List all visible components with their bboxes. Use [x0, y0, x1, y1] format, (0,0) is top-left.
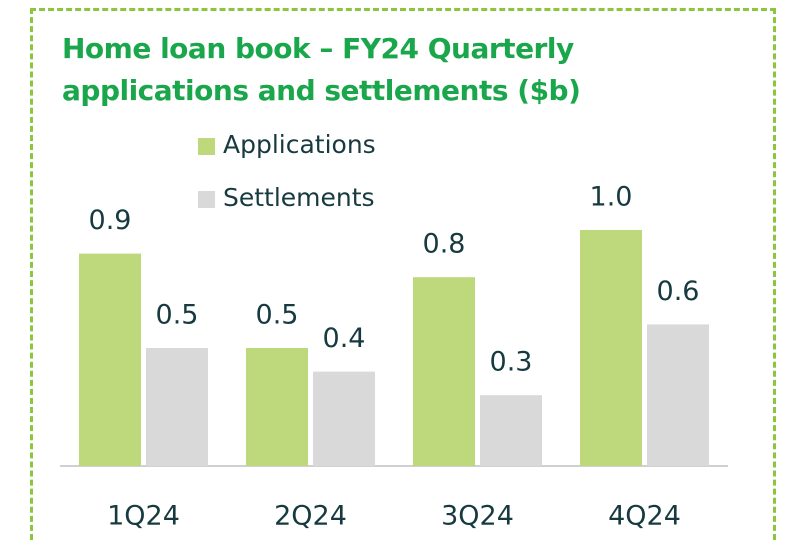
legend-label: Settlements [223, 183, 375, 212]
chart-title: Home loan book – FY24 Quarterly applicat… [62, 32, 581, 107]
legend-label: Applications [223, 130, 376, 159]
x-tick-label: 3Q24 [441, 501, 514, 532]
bar [580, 230, 642, 466]
data-label: 0.8 [423, 229, 466, 260]
data-label: 0.4 [323, 323, 366, 354]
x-tick-label: 2Q24 [274, 501, 347, 532]
data-label: 0.6 [657, 276, 700, 307]
legend-swatch [198, 138, 215, 155]
data-label: 1.0 [590, 182, 633, 213]
x-tick-label: 4Q24 [608, 501, 681, 532]
bar [480, 395, 542, 466]
bar [246, 348, 308, 466]
bar [313, 371, 375, 466]
legend-swatch [198, 191, 215, 208]
x-tick-label: 1Q24 [107, 501, 180, 532]
data-label: 0.3 [490, 347, 533, 378]
data-label: 0.5 [156, 300, 199, 331]
data-label: 0.5 [256, 300, 299, 331]
bar [647, 324, 709, 466]
data-label: 0.9 [89, 205, 132, 236]
dashed-frame [30, 8, 776, 540]
bar [79, 253, 141, 466]
bar [146, 348, 208, 466]
bar [413, 277, 475, 466]
